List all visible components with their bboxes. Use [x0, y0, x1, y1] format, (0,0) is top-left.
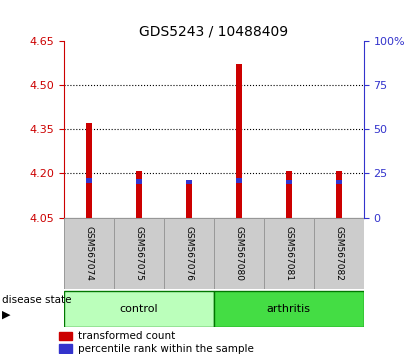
FancyBboxPatch shape	[214, 291, 364, 327]
Bar	[186, 181, 192, 218]
Bar	[336, 180, 342, 184]
Text: control: control	[120, 304, 158, 314]
Text: GSM567081: GSM567081	[284, 225, 293, 281]
Bar	[136, 179, 142, 184]
Text: GSM567075: GSM567075	[134, 225, 143, 281]
Text: ▶: ▶	[2, 309, 11, 319]
Bar	[236, 178, 242, 183]
Bar	[336, 171, 342, 218]
Text: disease state: disease state	[2, 295, 72, 304]
Text: GSM567080: GSM567080	[234, 225, 243, 281]
Bar	[136, 171, 142, 218]
Text: transformed count: transformed count	[79, 331, 175, 341]
Bar	[59, 332, 72, 341]
Bar	[86, 178, 92, 183]
Bar	[186, 180, 192, 184]
Bar	[236, 64, 242, 218]
FancyBboxPatch shape	[114, 218, 164, 289]
Text: arthritis: arthritis	[267, 304, 311, 314]
Bar	[286, 180, 292, 184]
Title: GDS5243 / 10488409: GDS5243 / 10488409	[139, 24, 288, 38]
FancyBboxPatch shape	[64, 218, 114, 289]
Text: GSM567076: GSM567076	[184, 225, 193, 281]
FancyBboxPatch shape	[214, 218, 264, 289]
FancyBboxPatch shape	[164, 218, 214, 289]
Text: percentile rank within the sample: percentile rank within the sample	[79, 343, 254, 354]
FancyBboxPatch shape	[314, 218, 364, 289]
Bar	[86, 123, 92, 218]
FancyBboxPatch shape	[264, 218, 314, 289]
FancyBboxPatch shape	[64, 291, 214, 327]
Text: GSM567074: GSM567074	[84, 225, 93, 281]
Bar	[59, 344, 72, 353]
Text: GSM567082: GSM567082	[334, 225, 343, 281]
Bar	[286, 171, 292, 218]
